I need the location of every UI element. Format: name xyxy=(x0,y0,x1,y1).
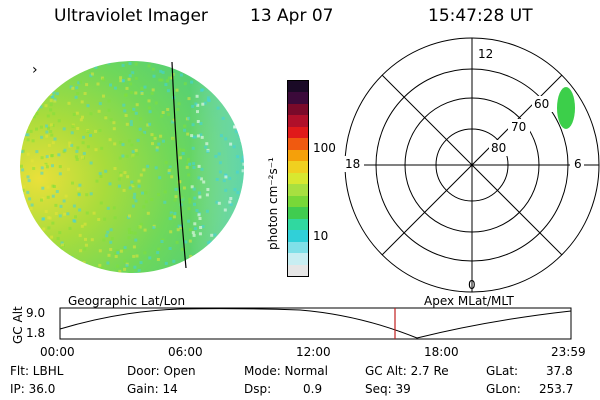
ip-status: IP: 36.0 xyxy=(10,382,56,396)
altitude-curve xyxy=(59,308,572,339)
colorbar-segment xyxy=(288,92,308,104)
x-tick-1200: 12:00 xyxy=(296,345,331,359)
colorbar-segment xyxy=(288,253,308,265)
timeline-frame xyxy=(59,307,572,340)
mlt-label-12: 12 xyxy=(478,47,494,61)
colorbar-segment xyxy=(288,218,308,231)
app-title: Ultraviolet Imager xyxy=(54,6,208,26)
colorbar-segment xyxy=(288,172,308,185)
colorbar-tick-100: 100 xyxy=(313,141,336,155)
colorbar-segment xyxy=(288,103,308,116)
x-tick-2359: 23:59 xyxy=(551,345,586,359)
x-tick-0600: 06:00 xyxy=(168,345,203,359)
filter-status: Flt: LBHL xyxy=(10,364,64,378)
lat-label-80: 80 xyxy=(491,141,507,155)
colorbar-segment xyxy=(288,81,308,93)
seq-status: Seq: 39 xyxy=(365,382,411,396)
glat-label: GLat: xyxy=(486,364,519,378)
colorbar-segment xyxy=(288,184,308,196)
mlt-label-18: 18 xyxy=(345,157,361,171)
colorbar-segment xyxy=(288,241,308,254)
geo-coord-label: Geographic Lat/Lon xyxy=(68,294,186,308)
colorbar-segment xyxy=(288,138,308,150)
date-label: 13 Apr 07 xyxy=(250,6,334,26)
colorbar-segment xyxy=(288,264,308,276)
apex-coord-label: Apex MLat/MLT xyxy=(424,294,514,308)
x-tick-1800: 18:00 xyxy=(424,345,459,359)
colorbar-segment xyxy=(288,195,308,208)
lat-label-70: 70 xyxy=(511,120,527,134)
colorbar-segment xyxy=(288,126,308,139)
gc-alt-status: GC Alt: 2.7 Re xyxy=(365,364,449,378)
x-tick-0000: 00:00 xyxy=(40,345,75,359)
gain-status: Gain: 14 xyxy=(127,382,178,396)
glat-value: 37.8 xyxy=(546,364,573,378)
lat-label-60: 60 xyxy=(534,97,550,111)
colorbar-segment xyxy=(288,115,308,127)
colorbar-segment xyxy=(288,230,308,242)
terminator-line xyxy=(171,61,187,269)
colorbar-segment xyxy=(288,207,308,219)
orbit-marker: › xyxy=(32,62,38,78)
glon-label: GLon: xyxy=(486,382,521,396)
colorbar-tick-10: 10 xyxy=(313,229,329,243)
mlt-label-0: 0 xyxy=(468,278,476,292)
glon-value: 253.7 xyxy=(539,382,574,396)
door-status: Door: Open xyxy=(127,364,196,378)
time-label: 15:47:28 UT xyxy=(428,6,533,26)
auroral-oval-segment xyxy=(557,87,575,129)
mode-status: Mode: Normal xyxy=(244,364,328,378)
dsp-label: Dsp: xyxy=(244,382,272,396)
dsp-value: 0.9 xyxy=(303,382,323,396)
colorbar-segment xyxy=(288,161,308,173)
y-tick-1-8: 1.8 xyxy=(26,326,46,340)
colorbar-segment xyxy=(288,149,308,162)
mlt-label-6: 6 xyxy=(574,157,582,171)
y-tick-9: 9.0 xyxy=(26,306,46,320)
color-scale-bar xyxy=(287,80,309,277)
